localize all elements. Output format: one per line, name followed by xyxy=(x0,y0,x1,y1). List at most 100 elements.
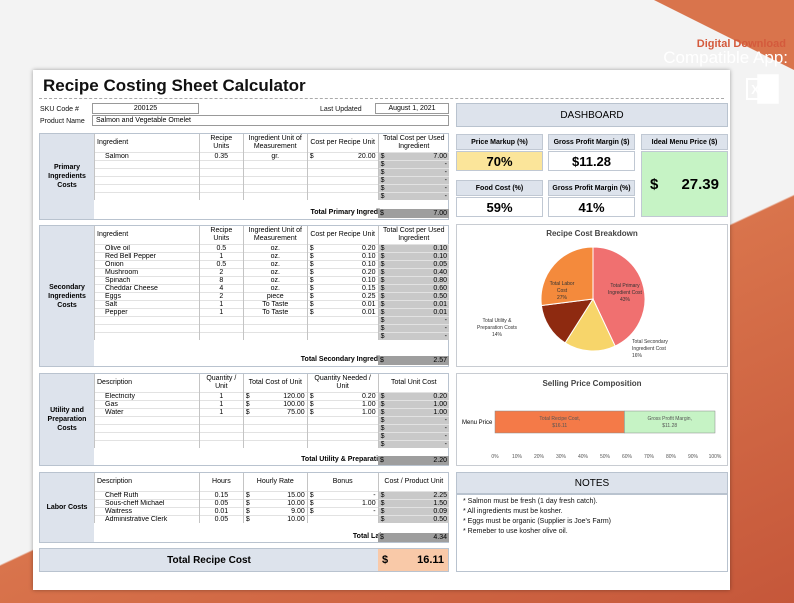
cost-cell[interactable]: $ - xyxy=(306,490,379,499)
unit-cost-cell[interactable]: $9.00 xyxy=(242,506,308,515)
uom-cell[interactable]: oz. xyxy=(242,283,308,292)
name-cell[interactable]: Sous-cheff Michael xyxy=(94,498,200,507)
name-cell[interactable]: Salt xyxy=(94,299,200,308)
cost-cell[interactable] xyxy=(306,415,379,424)
units-cell[interactable] xyxy=(198,439,244,448)
product-name-field[interactable]: Salmon and Vegetable Omelet xyxy=(92,115,449,126)
name-cell[interactable]: Eggs xyxy=(94,291,200,300)
units-cell[interactable] xyxy=(198,191,244,200)
name-cell[interactable] xyxy=(94,415,200,424)
cost-cell[interactable]: $0.20 xyxy=(306,267,379,276)
name-cell[interactable] xyxy=(94,431,200,440)
cost-cell[interactable]: $ - xyxy=(306,506,379,515)
name-cell[interactable] xyxy=(94,323,200,332)
cost-cell[interactable]: $0.01 xyxy=(306,299,379,308)
uom-cell[interactable]: To Taste xyxy=(242,307,308,316)
units-cell[interactable]: 1 xyxy=(198,251,244,260)
units-cell[interactable]: 0.15 xyxy=(198,490,244,499)
cost-cell[interactable]: $0.10 xyxy=(306,275,379,284)
name-cell[interactable]: Spinach xyxy=(94,275,200,284)
units-cell[interactable] xyxy=(198,331,244,340)
name-cell[interactable] xyxy=(94,315,200,324)
units-cell[interactable] xyxy=(198,175,244,184)
name-cell[interactable]: Waitress xyxy=(94,506,200,515)
uom-cell[interactable] xyxy=(242,159,308,168)
units-cell[interactable]: 1 xyxy=(198,299,244,308)
name-cell[interactable] xyxy=(94,175,200,184)
cost-cell[interactable] xyxy=(306,167,379,176)
cost-cell[interactable] xyxy=(306,431,379,440)
uom-cell[interactable]: oz. xyxy=(242,243,308,252)
units-cell[interactable] xyxy=(198,323,244,332)
cost-cell[interactable]: $0.10 xyxy=(306,259,379,268)
units-cell[interactable]: 1 xyxy=(198,399,244,408)
cost-cell[interactable]: $1.00 xyxy=(306,399,379,408)
name-cell[interactable] xyxy=(94,159,200,168)
units-cell[interactable] xyxy=(198,183,244,192)
name-cell[interactable]: Administrative Clerk xyxy=(94,514,200,523)
uom-cell[interactable] xyxy=(242,183,308,192)
cost-cell[interactable] xyxy=(306,315,379,324)
cost-cell[interactable] xyxy=(306,331,379,340)
uom-cell[interactable]: oz. xyxy=(242,251,308,260)
cost-cell[interactable] xyxy=(306,191,379,200)
name-cell[interactable] xyxy=(94,167,200,176)
name-cell[interactable]: Red Bell Pepper xyxy=(94,251,200,260)
unit-cost-cell[interactable]: $10.00 xyxy=(242,514,308,523)
cost-cell[interactable] xyxy=(306,175,379,184)
name-cell[interactable]: Electricity xyxy=(94,391,200,400)
units-cell[interactable] xyxy=(198,315,244,324)
name-cell[interactable]: Mushroom xyxy=(94,267,200,276)
uom-cell[interactable] xyxy=(242,331,308,340)
name-cell[interactable]: Pepper xyxy=(94,307,200,316)
units-cell[interactable] xyxy=(198,159,244,168)
name-cell[interactable] xyxy=(94,439,200,448)
name-cell[interactable] xyxy=(94,183,200,192)
units-cell[interactable]: 1 xyxy=(198,307,244,316)
cost-cell[interactable] xyxy=(306,323,379,332)
uom-cell[interactable] xyxy=(242,323,308,332)
units-cell[interactable]: 0.5 xyxy=(198,259,244,268)
last-updated-field[interactable]: August 1, 2021 xyxy=(375,103,449,114)
sku-field[interactable]: 200125 xyxy=(92,103,199,114)
notes-box[interactable]: * Salmon must be fresh (1 day fresh catc… xyxy=(456,494,728,572)
uom-cell[interactable]: gr. xyxy=(242,151,308,160)
unit-cost-cell[interactable] xyxy=(242,415,308,424)
name-cell[interactable]: Olive oil xyxy=(94,243,200,252)
cost-cell[interactable] xyxy=(306,183,379,192)
cost-cell[interactable] xyxy=(306,514,379,523)
units-cell[interactable]: 0.05 xyxy=(198,514,244,523)
uom-cell[interactable] xyxy=(242,167,308,176)
name-cell[interactable] xyxy=(94,331,200,340)
name-cell[interactable] xyxy=(94,191,200,200)
unit-cost-cell[interactable]: $15.00 xyxy=(242,490,308,499)
name-cell[interactable]: Gas xyxy=(94,399,200,408)
uom-cell[interactable]: oz. xyxy=(242,259,308,268)
cost-cell[interactable]: $0.20 xyxy=(306,243,379,252)
name-cell[interactable]: Cheff Ruth xyxy=(94,490,200,499)
uom-cell[interactable]: piece xyxy=(242,291,308,300)
cost-cell[interactable]: $0.20 xyxy=(306,391,379,400)
cost-cell[interactable]: $20.00 xyxy=(306,151,379,160)
units-cell[interactable]: 1 xyxy=(198,391,244,400)
cost-cell[interactable]: $0.25 xyxy=(306,291,379,300)
units-cell[interactable]: 1 xyxy=(198,407,244,416)
unit-cost-cell[interactable]: $75.00 xyxy=(242,407,308,416)
cost-cell[interactable]: $0.10 xyxy=(306,251,379,260)
uom-cell[interactable]: To Taste xyxy=(242,299,308,308)
uom-cell[interactable]: oz. xyxy=(242,267,308,276)
uom-cell[interactable]: oz. xyxy=(242,275,308,284)
unit-cost-cell[interactable] xyxy=(242,423,308,432)
units-cell[interactable]: 8 xyxy=(198,275,244,284)
cost-cell[interactable] xyxy=(306,423,379,432)
units-cell[interactable] xyxy=(198,423,244,432)
uom-cell[interactable] xyxy=(242,315,308,324)
units-cell[interactable] xyxy=(198,167,244,176)
cost-cell[interactable]: $1.00 xyxy=(306,498,379,507)
units-cell[interactable]: 0.05 xyxy=(198,498,244,507)
cost-cell[interactable] xyxy=(306,439,379,448)
units-cell[interactable]: 0.35 xyxy=(198,151,244,160)
units-cell[interactable]: 4 xyxy=(198,283,244,292)
units-cell[interactable]: 0.5 xyxy=(198,243,244,252)
name-cell[interactable]: Onion xyxy=(94,259,200,268)
